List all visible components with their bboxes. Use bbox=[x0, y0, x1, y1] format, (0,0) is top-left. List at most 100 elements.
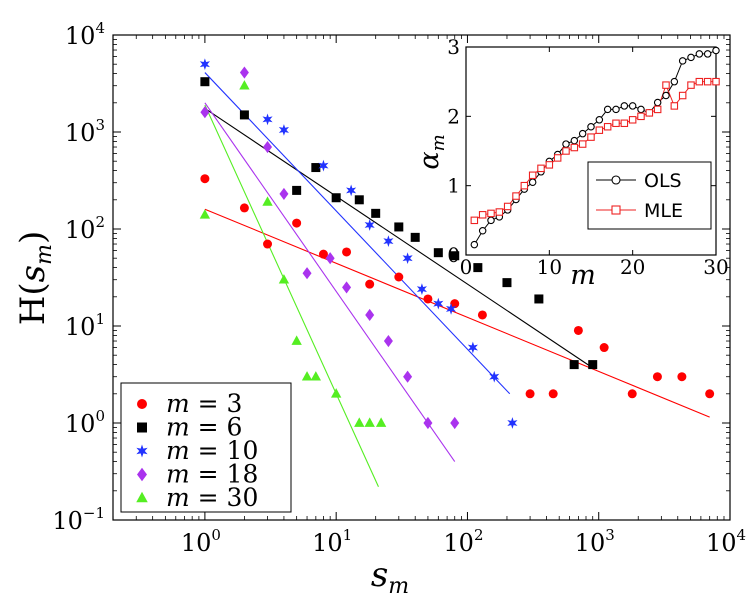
inset-point-series-1 bbox=[512, 192, 520, 200]
y-tick-label: 103 bbox=[65, 116, 105, 147]
inset-point-series-0 bbox=[578, 129, 587, 138]
legend-label-2: m = 10 bbox=[166, 436, 258, 465]
legend-marker-2 bbox=[136, 444, 148, 458]
point-series-3 bbox=[342, 281, 352, 294]
inset-point-series-0 bbox=[620, 102, 629, 110]
point-series-1 bbox=[433, 248, 443, 258]
inset-point-series-1 bbox=[612, 119, 620, 128]
inset-point-series-0 bbox=[712, 46, 720, 55]
point-series-1 bbox=[450, 251, 460, 261]
point-series-0 bbox=[599, 343, 609, 353]
inset-x-axis-label: m bbox=[570, 260, 596, 291]
inset-y-tick-label: 1 bbox=[447, 174, 460, 198]
point-series-2 bbox=[467, 341, 478, 354]
main-legend-box bbox=[120, 382, 292, 513]
point-series-0 bbox=[263, 239, 273, 249]
point-series-0 bbox=[525, 389, 535, 399]
point-series-4 bbox=[310, 371, 322, 381]
point-series-4 bbox=[199, 209, 211, 219]
point-series-1 bbox=[239, 110, 249, 120]
point-series-1 bbox=[534, 294, 544, 304]
inset-point-series-1 bbox=[545, 161, 554, 169]
inset-data-points bbox=[470, 46, 720, 249]
point-series-2 bbox=[364, 219, 375, 231]
point-series-0 bbox=[318, 249, 328, 259]
inset-point-series-0 bbox=[678, 57, 687, 65]
point-series-1 bbox=[331, 193, 341, 203]
point-series-4 bbox=[330, 388, 342, 398]
inset-point-series-1 bbox=[537, 164, 545, 173]
point-series-4 bbox=[291, 335, 302, 345]
inset-y-tick-label: 3 bbox=[447, 35, 460, 59]
inset-point-series-0 bbox=[562, 140, 570, 148]
point-series-3 bbox=[279, 187, 289, 200]
x-tick-label: 100 bbox=[181, 526, 221, 557]
point-series-1 bbox=[311, 163, 321, 173]
y-tick-label: 102 bbox=[65, 213, 105, 244]
inset-point-series-0 bbox=[478, 226, 487, 235]
point-series-0 bbox=[548, 389, 558, 399]
point-series-0 bbox=[200, 174, 210, 184]
legend-label-3: m = 18 bbox=[166, 460, 258, 489]
inset-point-series-1 bbox=[662, 81, 670, 89]
inset-point-series-1 bbox=[503, 202, 512, 211]
inset-point-series-0 bbox=[670, 77, 679, 86]
point-series-3 bbox=[365, 308, 375, 322]
point-series-0 bbox=[292, 218, 302, 228]
point-series-0 bbox=[342, 247, 352, 257]
point-series-1 bbox=[588, 360, 598, 370]
inset-point-series-0 bbox=[695, 50, 704, 58]
point-series-0 bbox=[450, 299, 460, 309]
inset-point-series-1 bbox=[528, 171, 537, 180]
inset-point-series-1 bbox=[678, 91, 687, 100]
inset-point-series-0 bbox=[487, 216, 495, 225]
inset-point-series-1 bbox=[620, 119, 629, 128]
y-tick-label: 104 bbox=[65, 19, 105, 50]
point-series-1 bbox=[371, 208, 381, 218]
inset-point-series-1 bbox=[628, 116, 637, 124]
inset-point-series-0 bbox=[687, 53, 695, 62]
point-series-0 bbox=[627, 389, 637, 399]
inset-point-series-1 bbox=[578, 140, 587, 148]
inset-point-series-0 bbox=[612, 105, 620, 114]
point-series-1 bbox=[502, 278, 512, 288]
inset-point-series-1 bbox=[487, 209, 495, 218]
point-series-2 bbox=[262, 113, 273, 126]
point-series-4 bbox=[262, 196, 273, 206]
point-series-3 bbox=[200, 106, 210, 119]
inset-point-series-1 bbox=[587, 133, 595, 141]
fit-line-series-0 bbox=[204, 208, 710, 418]
point-series-0 bbox=[677, 372, 687, 382]
inset-point-series-0 bbox=[703, 50, 712, 58]
point-series-3 bbox=[450, 416, 460, 430]
main-legend: m = 3m = 6m = 10m = 18m = 30 bbox=[120, 382, 292, 513]
inset-point-series-1 bbox=[595, 126, 604, 134]
x-tick-label: 104 bbox=[706, 526, 746, 557]
inset-point-series-1 bbox=[703, 77, 712, 86]
inset-legend-marker-0 bbox=[611, 175, 621, 185]
point-series-4 bbox=[239, 80, 250, 90]
point-series-4 bbox=[301, 371, 313, 381]
inset-chart: 0 10 20 30 0 1 2 3 m αm OLS MLE bbox=[414, 35, 729, 291]
point-series-3 bbox=[423, 416, 433, 430]
main-data-points bbox=[199, 58, 715, 430]
point-series-2 bbox=[507, 417, 518, 429]
inset-point-series-0 bbox=[528, 178, 537, 186]
point-series-3 bbox=[302, 267, 312, 280]
x-tick-label: 101 bbox=[312, 526, 352, 557]
point-series-1 bbox=[200, 77, 210, 87]
inset-point-series-1 bbox=[570, 143, 579, 152]
inset-x-tick-label: 30 bbox=[703, 255, 728, 279]
point-series-0 bbox=[394, 272, 404, 282]
inset-x-tick-label: 20 bbox=[620, 255, 645, 279]
legend-label-0: m = 3 bbox=[166, 389, 242, 418]
point-series-3 bbox=[383, 334, 393, 348]
point-series-2 bbox=[402, 252, 413, 265]
point-series-1 bbox=[354, 195, 364, 205]
main-legend-items: m = 3m = 6m = 10m = 18m = 30 bbox=[136, 389, 258, 512]
inset-point-series-0 bbox=[603, 105, 612, 114]
point-series-3 bbox=[403, 370, 413, 383]
point-series-1 bbox=[292, 185, 302, 195]
